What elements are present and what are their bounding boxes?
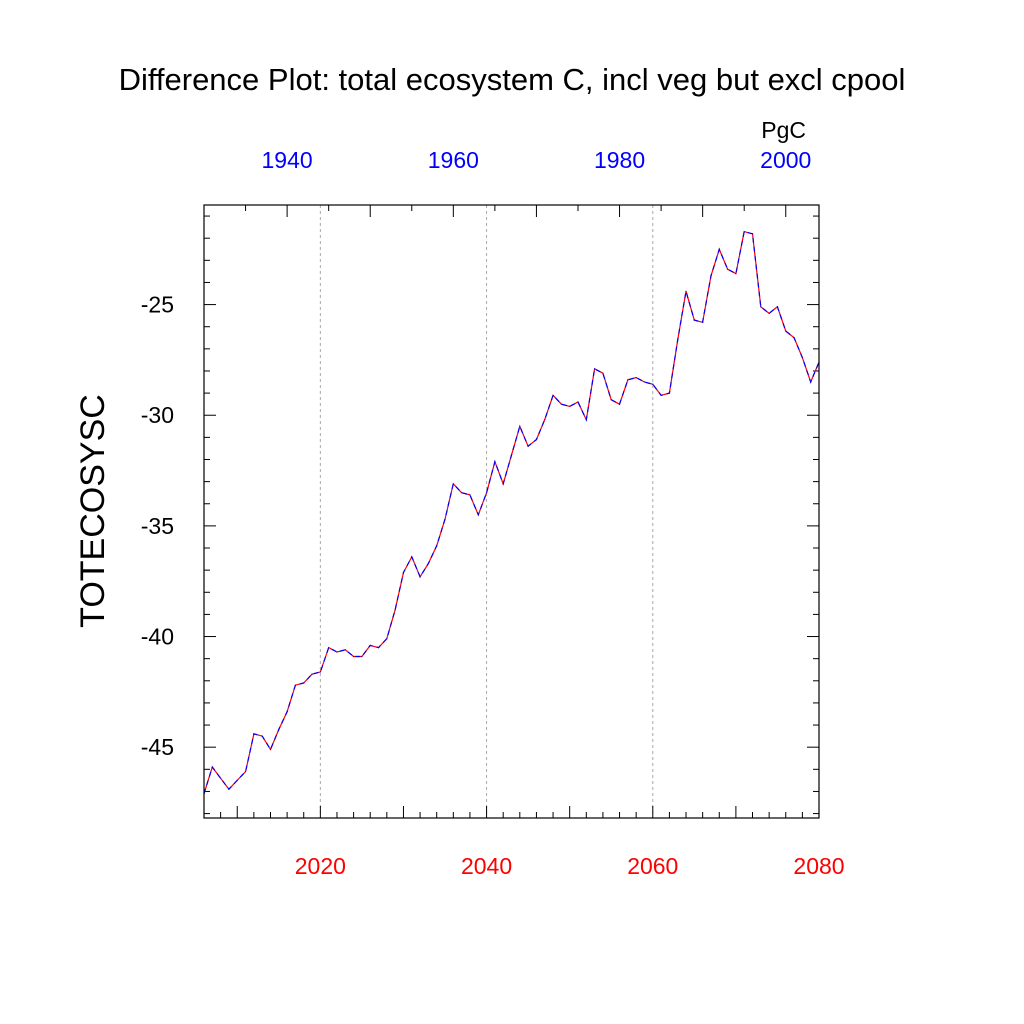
x-top-tick-label: 2000 bbox=[760, 147, 811, 173]
series-lines bbox=[203, 230, 820, 795]
x-top-tick-label: 1980 bbox=[594, 147, 645, 173]
data-point bbox=[319, 671, 321, 673]
x-top-tick-label: 1940 bbox=[262, 147, 313, 173]
data-point bbox=[751, 233, 754, 235]
y-axis-label: TOTECOSYSC bbox=[74, 394, 112, 628]
tick-labels: -25 -30 -35 -40 -45 2020 2040 2060 2080 1940 1960 1… bbox=[141, 147, 845, 879]
data-point bbox=[269, 748, 272, 750]
data-point bbox=[560, 403, 562, 405]
y-tick-label: -40 bbox=[141, 624, 174, 650]
data-point bbox=[311, 673, 313, 675]
data-point bbox=[610, 399, 612, 401]
data-point bbox=[569, 405, 571, 407]
data-point bbox=[710, 275, 712, 277]
data-point bbox=[244, 770, 247, 773]
data-point bbox=[253, 733, 255, 735]
data-point bbox=[369, 644, 371, 646]
data-point bbox=[236, 779, 238, 781]
data-point bbox=[735, 273, 737, 275]
data-point bbox=[510, 454, 513, 456]
x-bottom-tick-label: 2060 bbox=[627, 853, 678, 879]
data-point bbox=[768, 312, 770, 315]
data-point bbox=[469, 494, 471, 496]
data-point bbox=[485, 492, 488, 494]
data-point bbox=[220, 777, 222, 779]
x-bottom-tick-label: 2020 bbox=[295, 853, 346, 879]
data-point bbox=[760, 306, 762, 308]
y-tick-label: -35 bbox=[141, 513, 174, 539]
data-point bbox=[344, 649, 346, 651]
data-point bbox=[386, 638, 388, 640]
data-point bbox=[411, 556, 413, 558]
data-point bbox=[402, 571, 405, 573]
data-point bbox=[801, 357, 803, 359]
data-point bbox=[444, 518, 446, 520]
data-point bbox=[594, 368, 596, 370]
plot-frame bbox=[203, 204, 820, 819]
data-point bbox=[352, 655, 355, 658]
data-point bbox=[793, 337, 795, 339]
data-point bbox=[535, 438, 538, 441]
data-point bbox=[211, 766, 213, 768]
data-point bbox=[461, 492, 463, 494]
data-point bbox=[685, 290, 687, 292]
data-point bbox=[328, 646, 330, 649]
data-point bbox=[810, 381, 812, 383]
series-line-red bbox=[203, 230, 820, 794]
data-point bbox=[477, 514, 479, 516]
data-point bbox=[643, 381, 646, 383]
data-point bbox=[278, 728, 280, 731]
data-point bbox=[677, 339, 679, 341]
data-point bbox=[502, 483, 504, 485]
data-point bbox=[602, 372, 604, 374]
data-point bbox=[726, 268, 729, 270]
data-point bbox=[228, 788, 230, 790]
x-bottom-tick-label: 2080 bbox=[793, 853, 844, 879]
series-line-blue-dashed bbox=[203, 230, 820, 794]
x-top-tick-label: 1960 bbox=[428, 147, 479, 173]
chart-title: Difference Plot: total ecosystem C, incl… bbox=[119, 62, 906, 97]
data-point bbox=[776, 306, 779, 308]
y-tick-label: -30 bbox=[141, 402, 174, 428]
data-point bbox=[693, 319, 695, 321]
data-point bbox=[419, 576, 421, 578]
data-point bbox=[702, 321, 704, 323]
data-point bbox=[577, 401, 579, 403]
data-point bbox=[552, 394, 554, 396]
data-point bbox=[361, 655, 363, 658]
axis-ticks bbox=[204, 205, 820, 818]
data-point bbox=[294, 684, 297, 686]
data-point bbox=[585, 419, 587, 421]
data-point bbox=[261, 735, 263, 737]
data-point bbox=[436, 545, 438, 547]
units-label: PgC bbox=[761, 117, 806, 143]
data-point bbox=[519, 425, 521, 427]
data-point bbox=[336, 651, 338, 653]
data-point bbox=[627, 379, 629, 381]
data-point bbox=[452, 483, 454, 485]
y-tick-label: -45 bbox=[141, 734, 174, 760]
data-point bbox=[494, 461, 496, 463]
data-point bbox=[427, 562, 429, 565]
y-tick-label: -25 bbox=[141, 292, 174, 318]
x-bottom-tick-label: 2040 bbox=[461, 853, 512, 879]
data-point bbox=[652, 383, 654, 385]
data-point bbox=[718, 248, 720, 250]
data-point bbox=[635, 377, 637, 379]
grid-lines bbox=[319, 205, 654, 818]
data-point bbox=[527, 445, 529, 447]
data-point bbox=[394, 609, 396, 611]
data-point bbox=[618, 403, 621, 405]
data-point bbox=[743, 230, 745, 233]
data-point bbox=[286, 711, 288, 713]
data-point bbox=[303, 682, 305, 684]
data-point bbox=[544, 419, 546, 421]
data-point bbox=[668, 392, 671, 394]
data-point bbox=[785, 330, 787, 332]
data-point bbox=[377, 646, 380, 649]
data-point bbox=[660, 394, 662, 396]
